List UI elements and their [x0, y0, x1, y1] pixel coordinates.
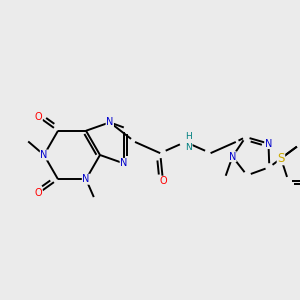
- Text: N: N: [106, 117, 113, 128]
- Text: O: O: [159, 176, 167, 186]
- Text: O: O: [34, 112, 42, 122]
- Text: N: N: [40, 150, 48, 160]
- Text: H
N: H N: [185, 132, 192, 152]
- Text: N: N: [120, 158, 127, 168]
- Text: S: S: [277, 152, 285, 165]
- Text: O: O: [34, 188, 42, 198]
- Text: N: N: [229, 152, 236, 162]
- Text: N: N: [82, 174, 90, 184]
- Text: N: N: [265, 139, 272, 148]
